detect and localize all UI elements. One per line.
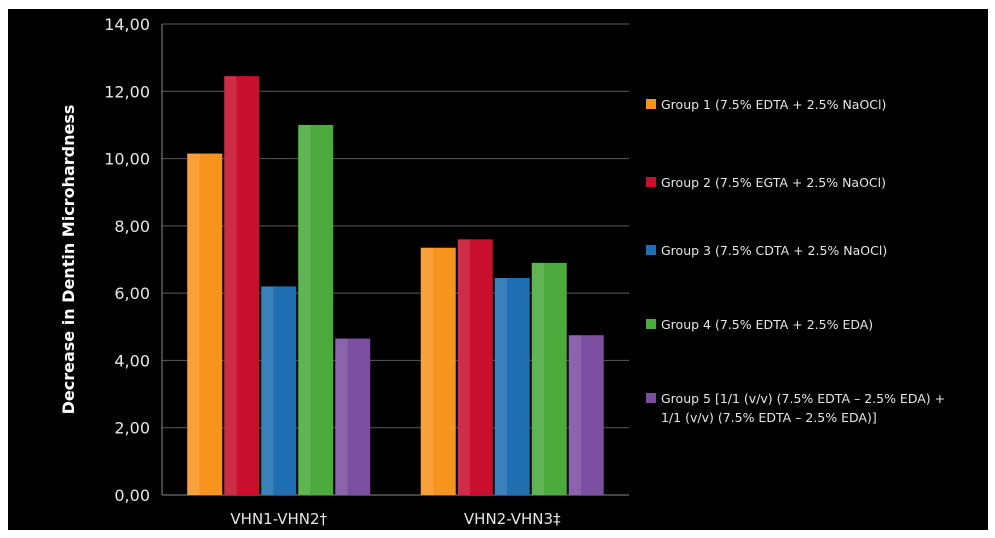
bar-highlight xyxy=(298,124,311,495)
bar-group5-1 xyxy=(335,338,371,495)
legend-item-group2: Group 2 (7.5% EGTA + 2.5% NaOCl) xyxy=(646,173,961,192)
legend-label: Group 5 [1/1 (v/v) (7.5% EDTA – 2.5% EDA… xyxy=(661,391,946,425)
legend-item-group5: Group 5 [1/1 (v/v) (7.5% EDTA – 2.5% EDA… xyxy=(646,389,961,427)
chart-plot: 0,00 2,00 4,00 6,00 8,00 10,00 12,00 14,00 Decre… xyxy=(59,15,629,528)
bar-highlight xyxy=(335,338,348,495)
bar-group2-2 xyxy=(457,239,493,495)
bar-group4-1 xyxy=(298,124,334,495)
bar-highlight xyxy=(261,286,274,495)
bar-group3-2 xyxy=(494,278,530,495)
y-tick-label: 8,00 xyxy=(114,217,150,236)
legend-label: Group 4 (7.5% EDTA + 2.5% EDA) xyxy=(661,317,874,332)
y-tick-label: 2,00 xyxy=(114,419,150,438)
legend-swatch xyxy=(646,319,656,329)
y-axis-title: Decrease in Dentin Microhardness xyxy=(59,105,78,415)
bar-group4-2 xyxy=(531,262,567,495)
legend-swatch xyxy=(646,245,656,255)
bar-group5-2 xyxy=(568,335,604,495)
bar-highlight xyxy=(568,335,581,495)
bar-highlight xyxy=(457,239,470,495)
y-tick-label: 10,00 xyxy=(104,150,150,169)
bar-highlight xyxy=(531,262,544,495)
bar-group1-2 xyxy=(420,247,456,495)
bar-highlight xyxy=(187,153,200,495)
x-tick-label: VHN1-VHN2† xyxy=(230,510,327,528)
bar-group2-1 xyxy=(224,76,260,496)
legend-item-group3: Group 3 (7.5% CDTA + 2.5% NaOCl) xyxy=(646,241,961,260)
bar-highlight xyxy=(420,247,433,495)
bar-group3-1 xyxy=(261,286,297,495)
legend-label: Group 3 (7.5% CDTA + 2.5% NaOCl) xyxy=(661,243,888,258)
legend-label: Group 2 (7.5% EGTA + 2.5% NaOCl) xyxy=(661,175,886,190)
x-tick-label: VHN2-VHN3‡ xyxy=(464,510,561,528)
bar-chart: 0,00 2,00 4,00 6,00 8,00 10,00 12,00 14,00 Decre… xyxy=(8,9,988,530)
y-tick-label: 14,00 xyxy=(104,15,150,34)
legend-swatch xyxy=(646,99,656,109)
y-tick-label: 4,00 xyxy=(114,351,150,370)
legend-swatch xyxy=(646,393,656,403)
bar-group1-1 xyxy=(187,153,223,495)
legend-label: Group 1 (7.5% EDTA + 2.5% NaOCl) xyxy=(661,97,887,112)
bar-highlight xyxy=(494,278,507,495)
legend-item-group1: Group 1 (7.5% EDTA + 2.5% NaOCl) xyxy=(646,95,961,114)
y-tick-label: 0,00 xyxy=(114,486,150,505)
legend-item-group4: Group 4 (7.5% EDTA + 2.5% EDA) xyxy=(646,315,961,334)
y-tick-label: 6,00 xyxy=(114,284,150,303)
bar-highlight xyxy=(224,76,237,496)
y-tick-label: 12,00 xyxy=(104,82,150,101)
legend-swatch xyxy=(646,177,656,187)
